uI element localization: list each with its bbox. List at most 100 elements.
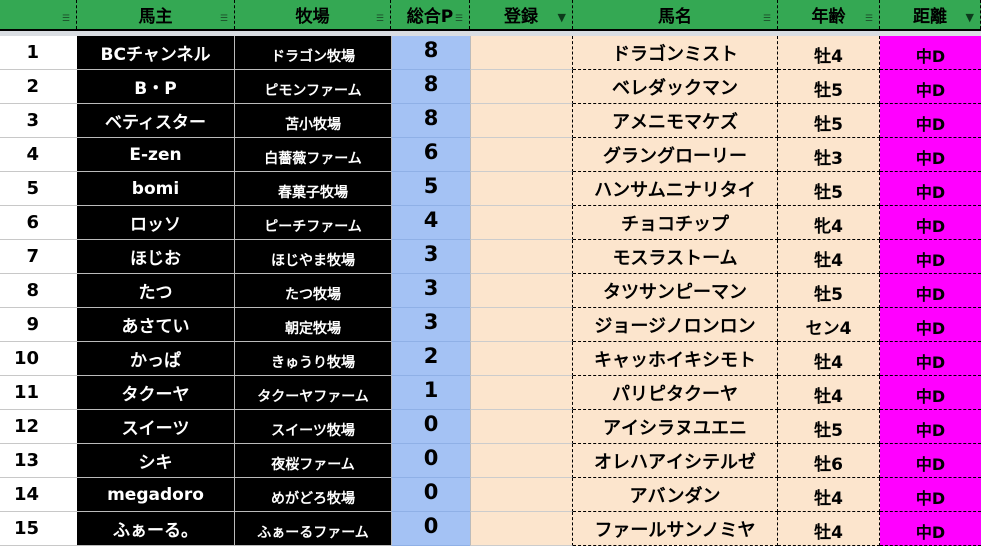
column-header[interactable]: 馬名 ☰ (573, 0, 778, 29)
owner-cell[interactable]: bomi (77, 172, 235, 206)
age-cell[interactable]: 牡6 (778, 444, 880, 478)
filter-icon[interactable]: ☰ (864, 14, 873, 24)
distance-cell[interactable]: 中D (880, 172, 981, 206)
column-header[interactable]: 年齢 ☰ (778, 0, 880, 29)
column-header[interactable]: 登録 ▼ (470, 0, 573, 29)
farm-cell[interactable]: ほじやま牧場 (235, 240, 391, 274)
owner-cell[interactable]: B・P (77, 70, 235, 104)
row-number[interactable]: 7 (0, 240, 77, 274)
horse-name-cell[interactable]: パリピタクーヤ (573, 376, 778, 410)
horse-name-cell[interactable]: ベレダックマン (573, 70, 778, 104)
points-cell[interactable]: 5 (391, 172, 470, 206)
points-cell[interactable]: 3 (391, 274, 470, 308)
distance-cell[interactable]: 中D (880, 410, 981, 444)
age-cell[interactable]: 牡5 (778, 172, 880, 206)
registration-cell[interactable] (470, 104, 573, 138)
distance-cell[interactable]: 中D (880, 36, 981, 70)
points-cell[interactable]: 4 (391, 206, 470, 240)
filter-icon[interactable]: ☰ (219, 14, 228, 24)
points-cell[interactable]: 8 (391, 36, 470, 70)
owner-cell[interactable]: ロッソ (77, 206, 235, 240)
row-number[interactable]: 9 (0, 308, 77, 342)
age-cell[interactable]: 牡5 (778, 104, 880, 138)
filter-icon[interactable]: ☰ (61, 14, 70, 24)
farm-cell[interactable]: タクーヤファーム (235, 376, 391, 410)
age-cell[interactable]: 牡4 (778, 512, 880, 546)
points-cell[interactable]: 1 (391, 376, 470, 410)
horse-name-cell[interactable]: モスラストーム (573, 240, 778, 274)
row-number[interactable]: 12 (0, 410, 77, 444)
horse-name-cell[interactable]: ハンサムニナリタイ (573, 172, 778, 206)
points-cell[interactable]: 2 (391, 342, 470, 376)
owner-cell[interactable]: タクーヤ (77, 376, 235, 410)
owner-cell[interactable]: スイーツ (77, 410, 235, 444)
owner-cell[interactable]: ベティスター (77, 104, 235, 138)
row-number[interactable]: 6 (0, 206, 77, 240)
registration-cell[interactable] (470, 172, 573, 206)
points-cell[interactable]: 3 (391, 308, 470, 342)
points-cell[interactable]: 3 (391, 240, 470, 274)
horse-name-cell[interactable]: ドラゴンミスト (573, 36, 778, 70)
points-cell[interactable]: 0 (391, 444, 470, 478)
owner-cell[interactable]: たつ (77, 274, 235, 308)
farm-cell[interactable]: 夜桜ファーム (235, 444, 391, 478)
age-cell[interactable]: 牡4 (778, 342, 880, 376)
horse-name-cell[interactable]: キャッホイキシモト (573, 342, 778, 376)
row-number[interactable]: 3 (0, 104, 77, 138)
registration-cell[interactable] (470, 308, 573, 342)
farm-cell[interactable]: 苫小牧場 (235, 104, 391, 138)
owner-cell[interactable]: E-zen (77, 138, 235, 172)
farm-cell[interactable]: ふぁーるファーム (235, 512, 391, 546)
age-cell[interactable]: セン4 (778, 308, 880, 342)
farm-cell[interactable]: めがどろ牧場 (235, 478, 391, 512)
owner-cell[interactable]: BCチャンネル (77, 36, 235, 70)
age-cell[interactable]: 牡5 (778, 274, 880, 308)
horse-name-cell[interactable]: アバンダン (573, 478, 778, 512)
points-cell[interactable]: 0 (391, 512, 470, 546)
registration-cell[interactable] (470, 70, 573, 104)
points-cell[interactable]: 8 (391, 104, 470, 138)
distance-cell[interactable]: 中D (880, 274, 981, 308)
column-header[interactable]: 距離 ▼ (880, 0, 981, 29)
horse-name-cell[interactable]: チョコチップ (573, 206, 778, 240)
filter-icon[interactable]: ☰ (375, 14, 384, 24)
age-cell[interactable]: 牡4 (778, 240, 880, 274)
distance-cell[interactable]: 中D (880, 70, 981, 104)
column-header[interactable]: 総合P ☰ (391, 0, 470, 29)
column-header[interactable]: 馬主 ☰ (77, 0, 235, 29)
horse-name-cell[interactable]: アメニモマケズ (573, 104, 778, 138)
points-cell[interactable]: 0 (391, 478, 470, 512)
age-cell[interactable]: 牡4 (778, 376, 880, 410)
horse-name-cell[interactable]: タツサンピーマン (573, 274, 778, 308)
registration-cell[interactable] (470, 342, 573, 376)
column-header[interactable]: 牧場 ☰ (235, 0, 391, 29)
age-cell[interactable]: 牡4 (778, 36, 880, 70)
registration-cell[interactable] (470, 274, 573, 308)
distance-cell[interactable]: 中D (880, 240, 981, 274)
age-cell[interactable]: 牡5 (778, 410, 880, 444)
owner-cell[interactable]: megadoro (77, 478, 235, 512)
distance-cell[interactable]: 中D (880, 138, 981, 172)
filter-active-icon[interactable]: ▼ (557, 11, 566, 24)
row-number[interactable]: 10 (0, 342, 77, 376)
row-number[interactable]: 5 (0, 172, 77, 206)
filter-icon[interactable]: ☰ (762, 14, 771, 24)
distance-cell[interactable]: 中D (880, 376, 981, 410)
registration-cell[interactable] (470, 478, 573, 512)
farm-cell[interactable]: ドラゴン牧場 (235, 36, 391, 70)
horse-name-cell[interactable]: ジョージノロンロン (573, 308, 778, 342)
row-number[interactable]: 2 (0, 70, 77, 104)
registration-cell[interactable] (470, 138, 573, 172)
points-cell[interactable]: 8 (391, 70, 470, 104)
row-number[interactable]: 11 (0, 376, 77, 410)
owner-cell[interactable]: かっぱ (77, 342, 235, 376)
distance-cell[interactable]: 中D (880, 512, 981, 546)
registration-cell[interactable] (470, 206, 573, 240)
distance-cell[interactable]: 中D (880, 206, 981, 240)
farm-cell[interactable]: 春菓子牧場 (235, 172, 391, 206)
farm-cell[interactable]: ピモンファーム (235, 70, 391, 104)
row-number[interactable]: 15 (0, 512, 77, 546)
registration-cell[interactable] (470, 36, 573, 70)
age-cell[interactable]: 牝4 (778, 206, 880, 240)
horse-name-cell[interactable]: アイシラヌユエニ (573, 410, 778, 444)
